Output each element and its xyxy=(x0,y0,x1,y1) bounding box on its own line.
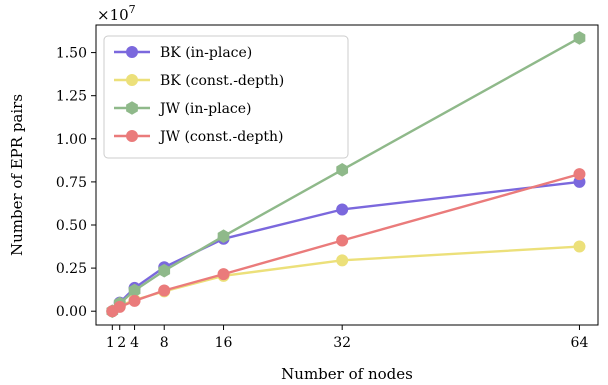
y-tick-label: 1.50 xyxy=(56,46,87,62)
plot-frame xyxy=(95,24,599,326)
legend-swatch-marker xyxy=(126,74,138,86)
x-tick-label: 64 xyxy=(571,335,589,351)
data-point xyxy=(336,254,349,267)
y-tick-label: 1.25 xyxy=(56,89,87,105)
x-tick-label: 1 xyxy=(106,335,115,351)
data-point xyxy=(113,300,126,313)
data-point xyxy=(573,31,586,45)
x-axis-label: Number of nodes xyxy=(281,365,413,383)
legend: BK (in-place) BK (const.-depth) JW (in-pla… xyxy=(103,35,349,159)
legend-swatch-marker xyxy=(126,101,138,115)
data-point xyxy=(336,234,349,247)
data-point xyxy=(217,229,230,243)
data-point xyxy=(336,203,349,216)
y-axis-multiplier: ×107 xyxy=(97,3,136,24)
y-tick-label: 0.75 xyxy=(56,175,87,191)
legend-entry: BK (in-place) xyxy=(114,45,252,61)
x-tick-label: 8 xyxy=(160,335,169,351)
data-point xyxy=(158,263,171,278)
y-tick-label: 0.00 xyxy=(56,304,87,320)
y-tick-label: 1.00 xyxy=(56,132,87,148)
legend-swatch-marker xyxy=(126,46,138,58)
x-axis: 1 2 4 8 16 32 64 xyxy=(106,325,589,351)
x-tick-label: 2 xyxy=(117,335,126,351)
data-point xyxy=(158,284,171,297)
data-point xyxy=(336,163,349,177)
x-tick-label: 16 xyxy=(215,335,233,351)
x-tick-label: 32 xyxy=(333,335,351,351)
legend-swatch-marker xyxy=(126,130,138,142)
data-point xyxy=(573,240,586,253)
data-point xyxy=(217,268,230,281)
y-tick-label: 0.50 xyxy=(56,218,87,234)
series-jw-const-depth xyxy=(106,168,586,318)
y-axis-label: Number of EPR pairs xyxy=(8,94,26,256)
data-point xyxy=(128,294,141,307)
series-line xyxy=(111,180,580,312)
legend-label: JW (const.-depth) xyxy=(158,129,284,145)
legend-label: BK (const.-depth) xyxy=(160,73,284,89)
data-point xyxy=(128,283,141,298)
legend-entry: BK (const.-depth) xyxy=(114,73,284,89)
plot-series xyxy=(106,31,586,318)
series-bk-in-place xyxy=(106,175,586,318)
y-axis: 0.00 0.25 0.50 0.75 1.00 1.25 1.50 xyxy=(56,46,96,320)
series-bk-const-depth xyxy=(106,240,586,318)
legend-label: JW (in-place) xyxy=(158,101,252,117)
legend-box xyxy=(103,35,349,159)
legend-entry: JW (const.-depth) xyxy=(114,129,284,145)
y-tick-label: 0.25 xyxy=(56,261,87,277)
legend-label: BK (in-place) xyxy=(160,45,252,61)
x-tick-label: 4 xyxy=(130,335,139,351)
legend-entry: JW (in-place) xyxy=(114,101,252,117)
data-point xyxy=(573,168,586,181)
